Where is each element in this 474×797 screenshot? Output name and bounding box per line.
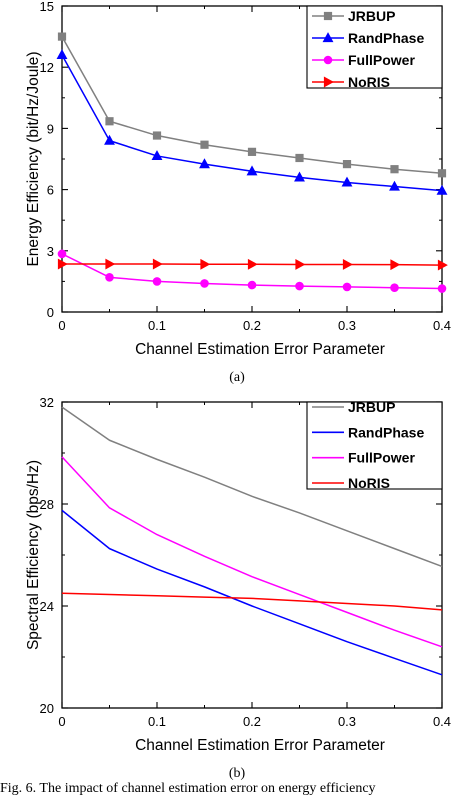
x-tick-label: 0.4 [433,318,451,333]
series-noris-point [247,258,258,270]
series-randphase-point [294,171,305,182]
y-tick-label: 15 [40,0,54,14]
series-noris-point [105,258,116,270]
x-tick-label: 0.3 [338,714,356,729]
y-tick-label: 0 [47,305,54,320]
y-tick-label: 12 [40,60,54,75]
y-axis-label: Energy Efficiency (bit/Hz/Joule) [25,51,42,266]
legend-label-noris: NoRIS [348,74,390,90]
series-jrbup-point [57,32,67,41]
y-tick-label: 32 [40,395,54,410]
series-noris-point [152,258,163,270]
series-fullpower-point [152,277,162,286]
legend-marker-jrbup [323,11,333,21]
series-randphase-point [56,49,68,60]
series-fullpower-point [295,281,304,291]
series-randphase-point [199,158,210,169]
series-jrbup-point [437,169,447,178]
series-jrbup-point [295,153,304,163]
y-tick-label: 3 [47,244,54,259]
series-fullpower-point [200,279,209,288]
series-fullpower-point [437,284,447,293]
series-jrbup-point [152,131,162,140]
series-noris-line [61,592,443,611]
y-axis-label: Spectral Efficiency (bps/Hz) [25,460,42,650]
x-axis-label: Channel Estimation Error Parameter [135,341,385,358]
legend-box [306,401,443,490]
series-randphase-point [436,184,448,195]
chart-panel-2: 0 0.1 0.2 0.3 0.4 20 24 28 32 Channel Estimation … [25,395,451,781]
x-tick-label: 0 [58,714,65,729]
series-jrbup-point [200,140,209,149]
legend-label-jrbup: JRBUP [348,8,395,24]
legend-label-fullpower: FullPower [348,52,415,68]
x-tick-label: 0.2 [243,318,261,333]
legend-label-randphase: RandPhase [348,30,424,46]
series-fullpower-point [247,280,257,290]
series-jrbup-point [247,147,257,156]
series-randphase-point [341,176,353,187]
series-noris-point [437,259,448,271]
legend: JRBUP RandPhase FullPower NoRIS [306,5,443,90]
series-fullpower-point [342,282,352,292]
series-fullpower-line [61,456,443,648]
series-fullpower-point [57,249,67,259]
panel-label: (b) [229,766,246,781]
series-noris-point [200,258,211,270]
y-tick-label: 6 [47,183,54,198]
y-tick-label: 28 [40,497,54,512]
legend-marker-randphase [322,32,334,43]
figure-caption: Fig. 6. The impact of channel estimation… [0,781,376,796]
series-fullpower-point [105,273,114,282]
series-noris-point [390,259,401,271]
x-tick-label: 0.2 [243,714,261,729]
x-tick-label: 0.1 [148,714,166,729]
legend-label-fullpower: FullPower [348,450,415,466]
series-randphase-point [104,134,115,145]
series-noris-point [295,259,306,270]
series-jrbup-line [61,406,443,568]
y-tick-label: 24 [40,599,54,614]
series-jrbup-point [105,117,114,126]
x-tick-label: 0.3 [338,318,356,333]
legend-marker-noris [323,76,334,88]
legend-label-noris: NoRIS [348,475,390,491]
series-randphase-point [151,150,163,161]
y-tick-label: 20 [40,701,54,716]
x-tick-label: 0 [58,318,65,333]
legend: JRBUP RandPhase FullPower NoRIS [306,399,443,491]
x-tick-label: 0.4 [433,714,451,729]
y-tick-label: 9 [47,121,54,136]
chart-panel-1: 0 0.1 0.2 0.3 0.4 0 3 6 9 12 15 Channel Estimation … [25,0,451,385]
legend-label-jrbup: JRBUP [348,399,395,415]
series-jrbup-point [390,165,399,174]
series-noris-point [342,259,353,270]
series-randphase-point [389,180,400,191]
series-jrbup-point [342,160,352,169]
panel-label: (a) [229,370,245,385]
x-axis-label: Channel Estimation Error Parameter [135,737,385,754]
series-randphase-point [246,165,258,176]
legend-marker-fullpower [323,55,333,65]
series-fullpower-point [390,283,399,293]
x-tick-label: 0.1 [148,318,166,333]
series-noris-point [57,258,68,270]
series-randphase-line [61,509,443,676]
legend-label-randphase: RandPhase [348,424,424,440]
